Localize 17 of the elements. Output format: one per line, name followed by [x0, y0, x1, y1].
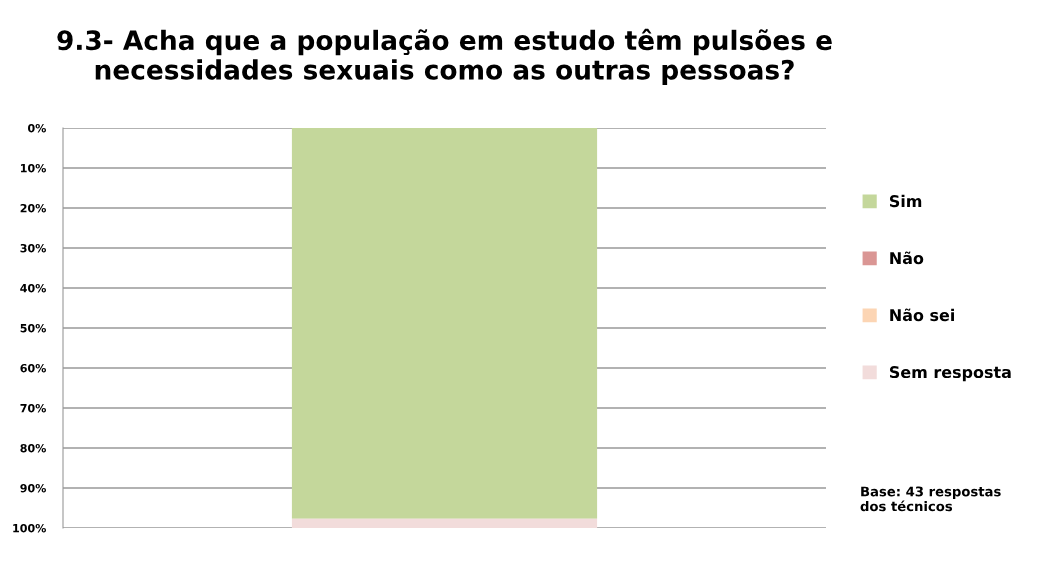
y-tick-label: 60%: [20, 363, 46, 373]
y-tick-label: 100%: [13, 523, 46, 533]
text: Base: 43 respostas dos técnicos: [860, 486, 1001, 512]
y-tick-label: 40%: [20, 283, 46, 293]
legend-label: Não: [890, 251, 924, 265]
y-tick-label: 80%: [20, 443, 46, 453]
y-tick-label: 0%: [28, 123, 46, 133]
y-tick-label: 70%: [20, 403, 46, 413]
y-tick-label: 10%: [20, 163, 46, 173]
legend-label: Sim: [889, 194, 922, 208]
y-tick-label: 30%: [20, 243, 46, 253]
y-tick-label: 50%: [20, 323, 46, 333]
y-tick-label: 90%: [20, 483, 46, 493]
chart-title: 9.3- Acha que a população em estudo têm pulsões e necessidades sexuais como as outras pessoas?: [57, 28, 832, 85]
y-tick-label: 20%: [20, 203, 46, 213]
legend-label: Não sei: [890, 308, 954, 322]
legend-label: Sem resposta: [889, 366, 1011, 382]
